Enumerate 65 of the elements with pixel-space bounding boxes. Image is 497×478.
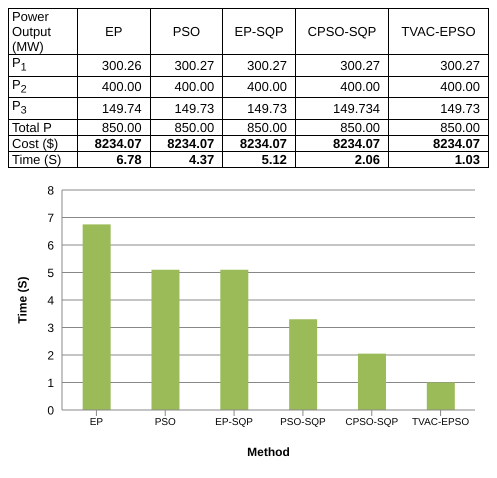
category-label: P$_{1}$ — [12, 55, 27, 74]
category-label: Total P — [12, 120, 52, 135]
text: 8234.07 — [240, 136, 287, 151]
text: 149.73 — [440, 100, 480, 116]
x-tick-label: CPSO-SQP — [345, 416, 398, 428]
y-tick-label: 2 — [47, 348, 54, 362]
text: 5.12 — [262, 152, 287, 167]
x-axis-title: Method — [247, 444, 290, 459]
bar — [358, 353, 386, 410]
y-tick-label: 8 — [47, 183, 54, 198]
bar — [151, 270, 180, 410]
x-tick-label: PSO — [154, 416, 176, 428]
text: 850.00 — [440, 120, 480, 135]
text: 8234.07 — [167, 136, 214, 151]
category-label: TVAC-EPSO — [388, 8, 488, 54]
text: 8234.07 — [433, 136, 480, 151]
category-label: PSO — [150, 8, 223, 54]
bar — [82, 224, 111, 410]
y-tick-label: 0 — [47, 403, 54, 418]
category-label: EP — [78, 8, 150, 54]
bar — [220, 270, 248, 410]
text: 400.00 — [340, 79, 380, 94]
text: 850.00 — [174, 120, 214, 135]
text: 8234.07 — [94, 136, 142, 151]
text: 149.73 — [174, 100, 214, 116]
text: 850.00 — [340, 120, 380, 135]
category-label: P$_{3}$ — [12, 98, 27, 117]
x-tick-label: EP — [90, 416, 104, 428]
text: 1.03 — [454, 152, 480, 167]
text: 300.26 — [102, 58, 142, 73]
text: 300.27 — [247, 58, 287, 73]
y-tick-label: 5 — [47, 266, 54, 280]
text: 400.00 — [102, 79, 142, 94]
text: 4.37 — [188, 152, 214, 167]
text: 2.06 — [354, 152, 380, 167]
text: 149.73 — [247, 100, 287, 116]
category-label: Power Output (MW) — [8, 8, 78, 54]
y-tick-label: 1 — [47, 376, 54, 390]
category-label: Cost ($) — [12, 136, 58, 151]
category-label: EP-SQP — [222, 8, 296, 54]
text: 850.00 — [247, 120, 287, 135]
text: 400.00 — [440, 79, 480, 94]
text: 8234.07 — [333, 136, 380, 151]
x-tick-label: PSO-SQP — [280, 416, 326, 428]
y-tick-label: 3 — [47, 320, 54, 335]
y-axis-title: Time (S) — [15, 276, 30, 324]
text: 400.00 — [247, 79, 287, 94]
bar — [289, 319, 318, 410]
text: 300.27 — [340, 58, 380, 73]
category-label: Time (S) — [12, 152, 62, 167]
text: 149.734 — [333, 100, 380, 116]
text: 300.27 — [174, 58, 214, 73]
y-tick-label: 4 — [47, 293, 54, 308]
text: 850.00 — [102, 120, 142, 135]
text: 149.74 — [102, 100, 142, 116]
category-label: CPSO-SQP — [295, 8, 389, 54]
y-tick-label: 6 — [47, 238, 54, 252]
y-tick-label: 7 — [47, 210, 54, 225]
category-label: P$_{2}$ — [12, 76, 27, 96]
text: 400.00 — [174, 79, 214, 94]
x-tick-label: TVAC-EPSO — [412, 416, 470, 428]
x-tick-label: EP-SQP — [215, 416, 254, 428]
text: 300.27 — [440, 58, 480, 73]
bar — [426, 382, 455, 410]
text: 6.78 — [116, 152, 142, 167]
